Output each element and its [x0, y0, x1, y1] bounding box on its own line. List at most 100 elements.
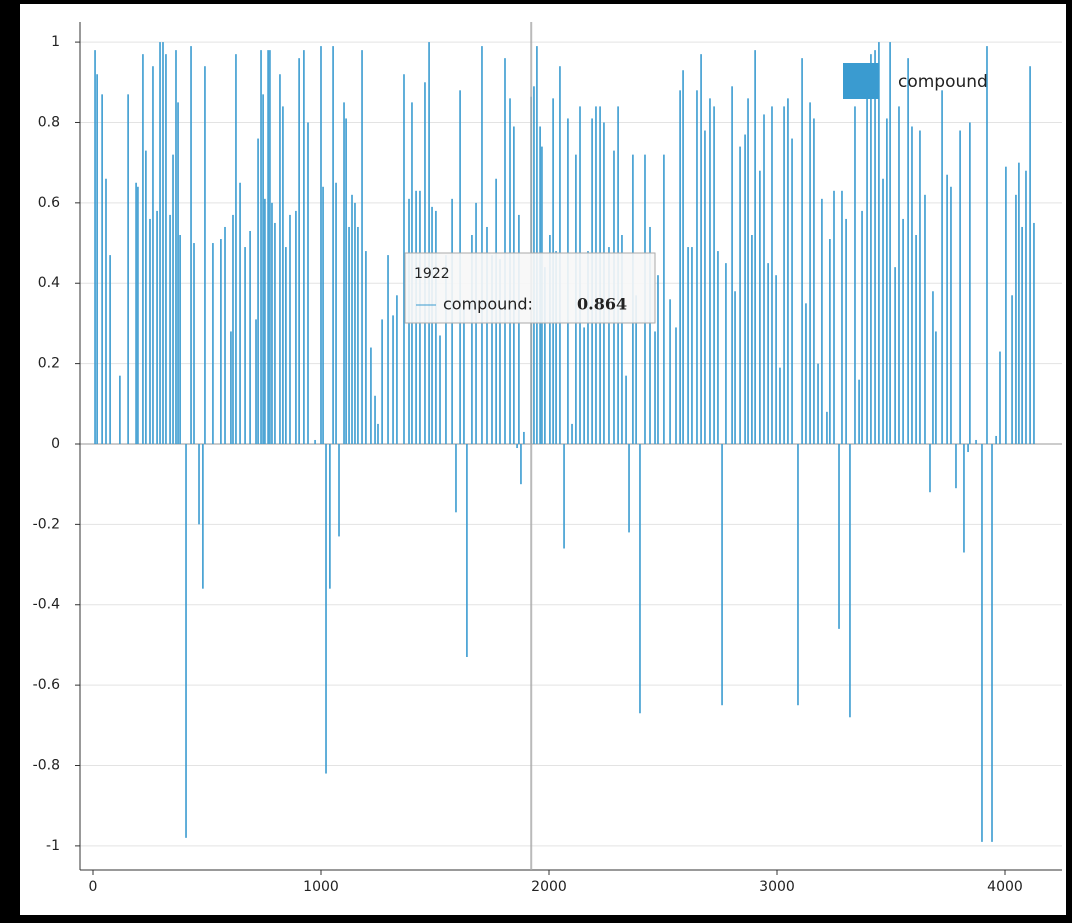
bar — [481, 46, 483, 444]
bar — [861, 210, 863, 444]
bar — [946, 174, 948, 444]
bar — [801, 58, 803, 444]
bar — [734, 291, 736, 444]
bar — [224, 226, 226, 444]
bar — [220, 239, 222, 444]
bar — [175, 50, 177, 444]
y-tick-label: -0.2 — [33, 516, 60, 532]
bar — [504, 58, 506, 444]
bar — [343, 102, 345, 444]
legend-label: compound — [898, 72, 988, 92]
bar — [338, 443, 340, 537]
bar — [105, 178, 107, 444]
y-tick-label: -0.8 — [33, 758, 60, 774]
bar — [621, 235, 623, 444]
bar — [463, 303, 465, 444]
bar — [381, 319, 383, 444]
bar — [608, 247, 610, 444]
tooltip-value: 0.864 — [577, 295, 627, 314]
bar — [675, 327, 677, 444]
bar — [279, 74, 281, 444]
bar — [295, 210, 297, 444]
bar — [950, 186, 952, 444]
bar — [759, 170, 761, 444]
bar — [935, 331, 937, 444]
bar — [1025, 170, 1027, 444]
bar — [96, 74, 98, 444]
bar — [669, 299, 671, 444]
bar — [991, 443, 993, 842]
bar — [854, 106, 856, 444]
bar — [518, 214, 520, 444]
bar — [198, 443, 200, 525]
bar — [563, 443, 565, 549]
bar — [332, 46, 334, 444]
bar — [303, 50, 305, 444]
bar — [185, 443, 187, 838]
bar — [929, 443, 931, 493]
bar — [345, 118, 347, 444]
bar — [374, 395, 376, 444]
y-tick-label: -0.4 — [33, 597, 60, 613]
bar — [986, 46, 988, 444]
bar — [704, 130, 706, 444]
bar — [682, 70, 684, 444]
bar — [260, 50, 262, 444]
bar — [435, 210, 437, 444]
bar — [230, 331, 232, 444]
bar — [137, 186, 139, 444]
bar — [267, 50, 269, 444]
bar — [731, 86, 733, 444]
bar — [787, 98, 789, 444]
x-tick-label: 1000 — [303, 879, 339, 895]
bar — [775, 275, 777, 444]
bar — [791, 138, 793, 444]
bar — [829, 239, 831, 444]
bar — [212, 243, 214, 444]
y-tick-label: -0.6 — [33, 677, 60, 693]
bar — [805, 303, 807, 444]
bar — [257, 138, 259, 444]
bar — [663, 154, 665, 444]
bar — [625, 375, 627, 444]
bar — [94, 50, 96, 444]
bar — [135, 182, 137, 444]
bar — [549, 235, 551, 444]
bar — [878, 42, 880, 444]
bar — [889, 42, 891, 444]
bar — [700, 54, 702, 444]
bar — [779, 367, 781, 444]
bar — [817, 363, 819, 444]
y-tick-label: 0 — [51, 436, 60, 452]
bar — [387, 255, 389, 444]
plot-background — [20, 4, 1066, 915]
bar — [354, 202, 356, 444]
bar — [959, 130, 961, 444]
bar — [555, 251, 557, 444]
bar — [162, 42, 164, 444]
bar — [428, 42, 430, 444]
bar — [165, 54, 167, 444]
bar — [1005, 166, 1007, 444]
bar — [335, 182, 337, 444]
bar — [307, 122, 309, 444]
bar — [721, 443, 723, 706]
bar — [239, 182, 241, 444]
bar — [370, 347, 372, 444]
bar — [955, 443, 957, 489]
bar — [995, 435, 997, 444]
bar — [649, 226, 651, 444]
bar — [587, 251, 589, 444]
y-tick-label: 0.4 — [38, 275, 60, 291]
bar — [361, 50, 363, 444]
bar — [739, 146, 741, 444]
bar — [838, 443, 840, 629]
bar — [274, 222, 276, 444]
bar — [767, 263, 769, 444]
bar — [1015, 194, 1017, 444]
bar — [583, 327, 585, 444]
bar — [269, 50, 271, 444]
tooltip-title: 1922 — [414, 266, 450, 282]
bar — [866, 78, 868, 444]
